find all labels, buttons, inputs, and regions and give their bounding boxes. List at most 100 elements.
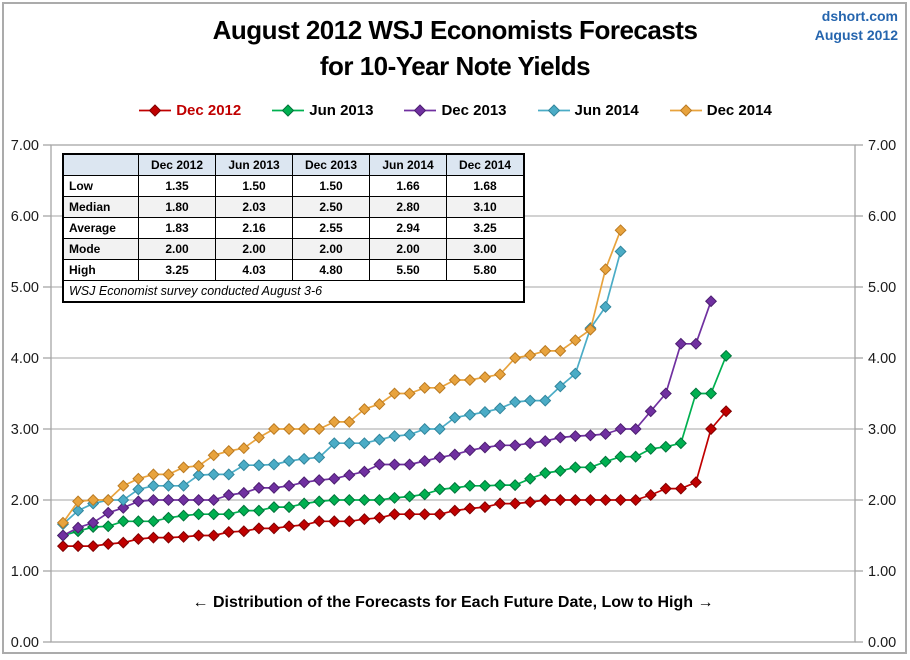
series-jun-2014-point-11 bbox=[207, 468, 220, 481]
stats-low-dec-2013: 1.50 bbox=[292, 175, 370, 197]
series-dec-2012-point-28 bbox=[463, 502, 476, 515]
series-dec-2012-point-33 bbox=[539, 493, 552, 507]
series-dec-2013-point-4 bbox=[102, 506, 115, 519]
series-dec-2012-point-21 bbox=[358, 513, 371, 526]
series-dec-2013-point-38 bbox=[614, 422, 627, 436]
legend-label-dec-2013: Dec 2013 bbox=[441, 102, 507, 119]
legend-marker-dec-2014-icon bbox=[669, 104, 702, 117]
series-dec-2012-point-40 bbox=[644, 489, 657, 502]
series-jun-2013-point-44 bbox=[705, 387, 718, 400]
stats-table-body: Low 1.35 1.50 1.50 1.66 1.68 Median 1.80 2.03 2.5… bbox=[62, 175, 525, 281]
y-axis-label-right-5.00: 5.00 bbox=[868, 280, 896, 296]
stats-row-label-average: Average bbox=[62, 217, 139, 239]
series-dec-2014-point-12 bbox=[222, 445, 235, 458]
series-dec-2014-point-36 bbox=[584, 323, 597, 336]
series-jun-2013-point-15 bbox=[267, 501, 280, 514]
stats-median-jun-2014: 2.80 bbox=[369, 196, 447, 218]
legend-item-dec-2014: Dec 2014 bbox=[669, 102, 772, 119]
stats-median-dec-2013: 2.50 bbox=[292, 196, 370, 218]
series-dec-2013-point-32 bbox=[524, 437, 537, 450]
y-axis-label-left-0.00: 0.00 bbox=[11, 635, 39, 651]
chart-legend: Dec 2012 Jun 2013 Dec 2013 Jun 2014 Dec 2014 bbox=[0, 102, 910, 119]
y-axis-label-left-3.00: 3.00 bbox=[11, 422, 39, 438]
stats-row-average: Average 1.83 2.16 2.55 2.94 3.25 bbox=[62, 217, 525, 239]
y-axis-label-right-0.00: 0.00 bbox=[868, 635, 896, 651]
page-title: August 2012 WSJ Economists Forecasts for… bbox=[0, 12, 910, 84]
series-dec-2013-point-13 bbox=[237, 486, 250, 499]
stats-median-jun-2013: 2.03 bbox=[215, 196, 293, 218]
series-jun-2013-point-9 bbox=[177, 509, 190, 522]
series-dec-2014-point-6 bbox=[132, 472, 145, 485]
series-dec-2012-point-37 bbox=[599, 493, 612, 507]
series-dec-2014-point-20 bbox=[343, 415, 356, 428]
stats-row-label-mode: Mode bbox=[62, 238, 139, 260]
series-dec-2012-point-3 bbox=[87, 540, 100, 553]
stats-col-header-dec-2013: Dec 2013 bbox=[292, 153, 370, 176]
legend-diamond-icon bbox=[282, 104, 295, 117]
series-jun-2014-point-38 bbox=[614, 245, 627, 258]
legend-diamond-icon bbox=[679, 104, 692, 117]
series-dec-2013-point-6 bbox=[132, 495, 145, 508]
series-jun-2014-point-15 bbox=[267, 458, 280, 471]
legend-item-jun-2013: Jun 2013 bbox=[271, 102, 373, 119]
series-jun-2014-point-18 bbox=[313, 451, 326, 464]
legend-marker-jun-2014-icon bbox=[537, 104, 570, 117]
series-dec-2012-point-31 bbox=[509, 497, 522, 510]
series-dec-2012-point-12 bbox=[222, 525, 235, 538]
series-jun-2014-point-9 bbox=[177, 479, 190, 492]
series-jun-2013-point-12 bbox=[222, 508, 235, 521]
series-jun-2014-point-6 bbox=[132, 483, 145, 496]
stats-row-median: Median 1.80 2.03 2.50 2.80 3.10 bbox=[62, 196, 525, 218]
y-axis-label-right-3.00: 3.00 bbox=[868, 422, 896, 438]
legend-label-dec-2014: Dec 2014 bbox=[706, 102, 772, 119]
series-jun-2014-point-23 bbox=[388, 430, 401, 443]
series-jun-2014-point-25 bbox=[418, 422, 431, 436]
series-jun-2013-point-6 bbox=[132, 515, 145, 528]
x-axis-annotation: ← Distribution of the Forecasts for Each… bbox=[192, 594, 714, 611]
series-dec-2012-point-44 bbox=[705, 422, 718, 436]
series-jun-2014-point-17 bbox=[298, 452, 311, 465]
y-axis-label-left-4.00: 4.00 bbox=[11, 351, 39, 367]
series-dec-2012-point-4 bbox=[102, 538, 115, 551]
series-dec-2013-point-31 bbox=[509, 439, 522, 452]
stats-row-label-median: Median bbox=[62, 196, 139, 218]
series-dec-2013-point-34 bbox=[554, 431, 567, 444]
series-dec-2012-point-11 bbox=[207, 529, 220, 542]
series-jun-2014-point-33 bbox=[539, 394, 552, 407]
stats-mode-jun-2014: 2.00 bbox=[369, 238, 447, 260]
series-dec-2014-point-8 bbox=[162, 468, 175, 481]
series-jun-2013-point-40 bbox=[644, 442, 657, 455]
stats-high-dec-2013: 4.80 bbox=[292, 259, 370, 281]
series-dec-2012-point-15 bbox=[267, 522, 280, 535]
series-dec-2012-point-29 bbox=[478, 501, 491, 514]
series-jun-2013-point-19 bbox=[328, 493, 341, 507]
series-jun-2013-point-7 bbox=[147, 515, 160, 528]
series-jun-2014-point-19 bbox=[328, 437, 341, 450]
series-jun-2014-point-35 bbox=[569, 367, 582, 380]
stats-high-dec-2012: 3.25 bbox=[138, 259, 216, 281]
series-dec-2012-point-45 bbox=[720, 405, 733, 418]
series-dec-2012-point-27 bbox=[448, 504, 461, 517]
stats-low-jun-2013: 1.50 bbox=[215, 175, 293, 197]
legend-item-jun-2014: Jun 2014 bbox=[537, 102, 639, 119]
series-dec-2013-point-29 bbox=[478, 441, 491, 454]
stats-col-header-dec-2012: Dec 2012 bbox=[138, 153, 216, 176]
stats-row-high: High 3.25 4.03 4.80 5.50 5.80 bbox=[62, 259, 525, 281]
series-jun-2013-point-31 bbox=[509, 479, 522, 492]
series-dec-2013-point-7 bbox=[147, 493, 160, 507]
series-dec-2013-point-3 bbox=[87, 516, 100, 529]
brand-date: August 2012 bbox=[814, 27, 898, 43]
stats-average-dec-2014: 3.25 bbox=[446, 217, 525, 239]
series-dec-2012-point-25 bbox=[418, 508, 431, 521]
series-dec-2013-point-44 bbox=[705, 295, 718, 308]
legend-label-jun-2014: Jun 2014 bbox=[574, 102, 639, 119]
series-dec-2012-point-19 bbox=[328, 515, 341, 528]
series-dec-2012-point-1 bbox=[56, 540, 70, 553]
y-axis-label-left-2.00: 2.00 bbox=[11, 493, 39, 509]
series-jun-2013-point-30 bbox=[494, 479, 507, 492]
stats-mode-dec-2013: 2.00 bbox=[292, 238, 370, 260]
series-jun-2014-point-26 bbox=[433, 422, 446, 436]
series-dec-2014-point-22 bbox=[373, 398, 386, 411]
series-jun-2013-point-22 bbox=[373, 493, 386, 507]
